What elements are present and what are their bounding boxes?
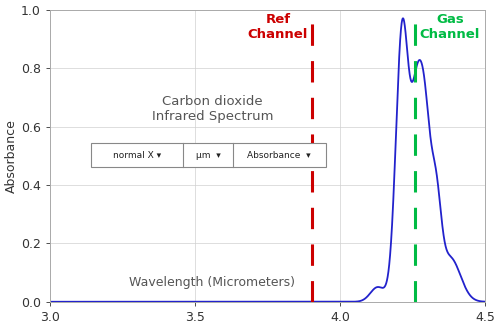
Y-axis label: Absorbance: Absorbance: [5, 119, 18, 193]
Text: normal X ▾: normal X ▾: [113, 151, 161, 159]
FancyBboxPatch shape: [90, 143, 326, 168]
Text: Wavelength (Micrometers): Wavelength (Micrometers): [130, 276, 296, 289]
Text: μm  ▾: μm ▾: [196, 151, 220, 159]
Text: Absorbance  ▾: Absorbance ▾: [248, 151, 311, 159]
Text: Ref
Channel: Ref Channel: [248, 13, 308, 41]
Text: Gas
Channel: Gas Channel: [420, 13, 480, 41]
Text: Carbon dioxide
Infrared Spectrum: Carbon dioxide Infrared Spectrum: [152, 95, 273, 123]
